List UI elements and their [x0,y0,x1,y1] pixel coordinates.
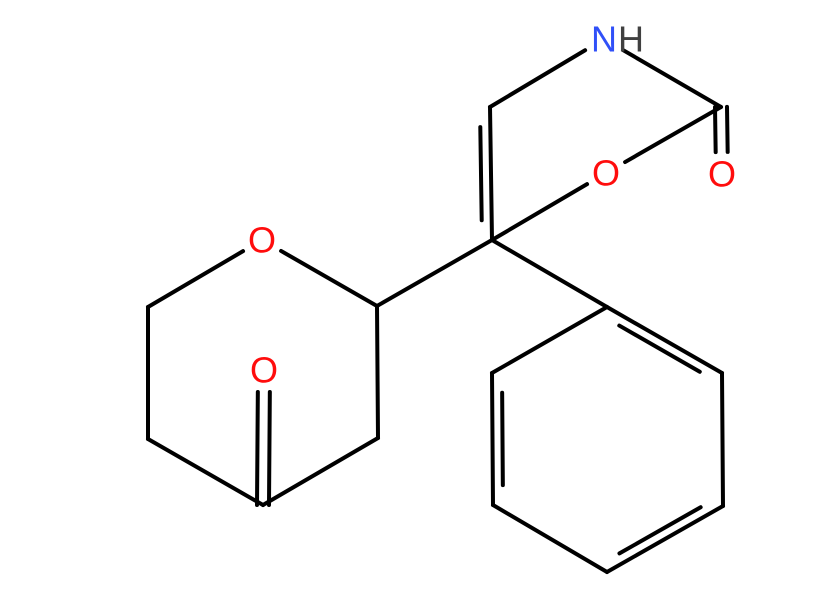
bond [722,373,723,506]
atom-label-o: O [250,350,278,391]
bond [625,107,721,162]
bond [263,438,378,505]
bond [727,107,728,152]
bond [492,240,607,307]
atom-label-h: H [618,19,644,60]
bond [257,392,258,505]
bond [607,506,723,572]
bond [281,251,377,306]
bond [492,184,587,240]
atom-label-o: O [708,154,736,195]
bond [480,127,481,220]
bond [492,307,607,373]
atom-label-n: N [591,19,617,60]
bond [490,50,585,107]
bond [377,240,492,306]
bond [493,505,607,572]
bond [377,306,378,438]
bonds-layer [148,50,728,572]
bond [619,507,700,553]
bond [492,373,493,505]
bond [502,393,503,485]
bond [607,307,722,373]
bond [715,107,716,152]
bond [148,439,263,505]
molecule-diagram: O O O O NH [0,0,827,604]
atom-label-o: O [592,153,620,194]
bond [490,107,492,240]
bond [148,251,243,307]
atom-label-o: O [248,220,276,261]
bond [269,392,270,505]
bond [619,326,700,372]
